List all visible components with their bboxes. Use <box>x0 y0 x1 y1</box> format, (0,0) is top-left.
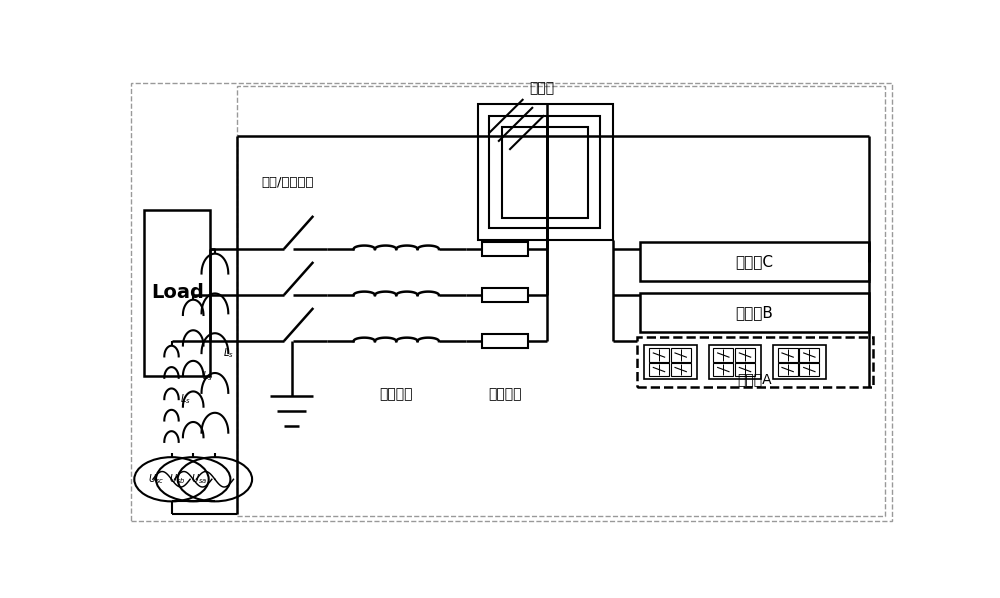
Bar <box>640 293 869 332</box>
Text: 换流镰A: 换流镰A <box>737 372 772 386</box>
Text: 换流镰B: 换流镰B <box>736 305 774 320</box>
Text: Load: Load <box>151 283 204 302</box>
Bar <box>649 348 669 362</box>
Bar <box>671 348 691 362</box>
Text: 软启电阵: 软启电阵 <box>488 387 522 401</box>
Text: $L_s$: $L_s$ <box>223 346 234 360</box>
Bar <box>489 115 600 228</box>
Text: $U_{sb}$: $U_{sb}$ <box>169 472 186 486</box>
Text: $L_s$: $L_s$ <box>202 369 213 383</box>
Text: 连接电感: 连接电感 <box>380 387 413 401</box>
Bar <box>649 363 669 376</box>
Bar <box>482 288 528 303</box>
Bar <box>482 334 528 349</box>
Text: $U_{sa}$: $U_{sa}$ <box>191 472 208 486</box>
Bar <box>735 348 755 362</box>
Bar <box>644 344 697 379</box>
Bar <box>778 363 798 376</box>
Bar <box>637 337 873 387</box>
Bar <box>799 348 819 362</box>
Bar <box>773 344 826 379</box>
Text: 换流镰C: 换流镰C <box>736 254 774 269</box>
Bar <box>144 210 210 376</box>
Bar <box>735 363 755 376</box>
Bar <box>640 242 869 281</box>
Text: 隔离/接地开关: 隔离/接地开关 <box>262 176 314 189</box>
Bar <box>671 363 691 376</box>
Bar <box>478 104 613 240</box>
Bar <box>482 242 528 257</box>
Bar <box>713 348 733 362</box>
Bar <box>237 86 885 516</box>
Bar <box>799 363 819 376</box>
Text: $U_{sc}$: $U_{sc}$ <box>148 472 164 486</box>
Text: $L_s$: $L_s$ <box>180 392 191 406</box>
Bar <box>502 127 588 218</box>
Bar <box>709 344 761 379</box>
Bar <box>778 348 798 362</box>
Text: 接触器: 接触器 <box>529 81 555 95</box>
Bar <box>713 363 733 376</box>
